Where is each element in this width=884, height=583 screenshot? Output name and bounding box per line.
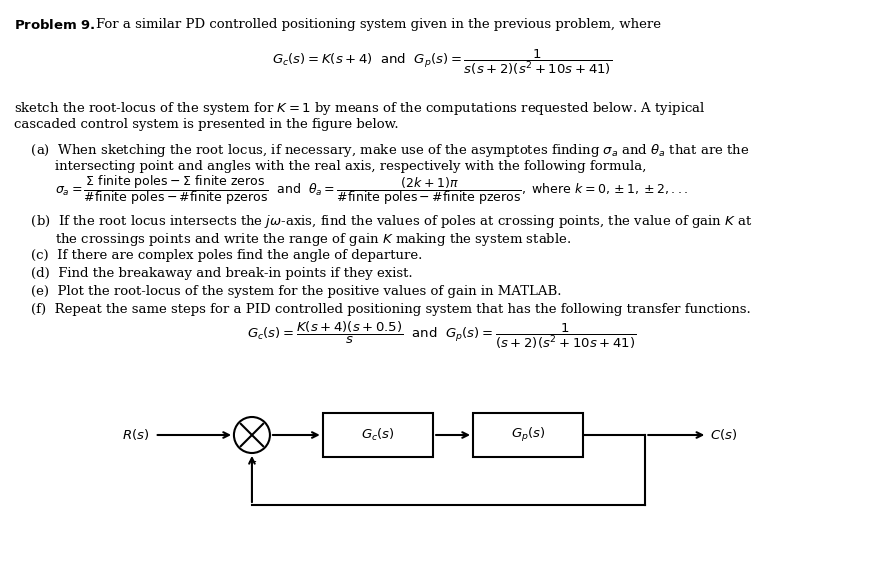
Text: $G_p(s)$: $G_p(s)$ [511,426,545,444]
Text: $-$: $-$ [247,455,257,465]
Text: $G_c(s) = K(s + 4)\ \ \mathrm{and}\ \ G_p(s) = \dfrac{1}{s(s+2)(s^2+10s+41)}$: $G_c(s) = K(s + 4)\ \ \mathrm{and}\ \ G_… [272,48,612,78]
Text: (e)  Plot the root-locus of the system for the positive values of gain in MATLAB: (e) Plot the root-locus of the system fo… [14,285,561,298]
Text: (d)  Find the breakaway and break-in points if they exist.: (d) Find the breakaway and break-in poin… [14,267,413,280]
Text: $R(s)$: $R(s)$ [122,427,149,442]
Text: (b)  If the root locus intersects the $j\omega$-axis, find the values of poles a: (b) If the root locus intersects the $j\… [14,213,752,230]
Text: cascaded control system is presented in the figure below.: cascaded control system is presented in … [14,118,399,131]
Text: intersecting point and angles with the real axis, respectively with the followin: intersecting point and angles with the r… [55,160,646,173]
Text: (c)  If there are complex poles find the angle of departure.: (c) If there are complex poles find the … [14,249,423,262]
Text: $G_c(s)$: $G_c(s)$ [361,427,395,443]
Text: $C(s)$: $C(s)$ [710,427,737,442]
Text: (a)  When sketching the root locus, if necessary, make use of the asymptotes fin: (a) When sketching the root locus, if ne… [14,142,750,159]
Text: the crossings points and write the range of gain $K$ making the system stable.: the crossings points and write the range… [55,231,572,248]
Text: sketch the root-locus of the system for $K = 1$ by means of the computations req: sketch the root-locus of the system for … [14,100,705,117]
Bar [323,413,433,457]
Text: $\mathbf{Problem\ 9.}$: $\mathbf{Problem\ 9.}$ [14,18,95,32]
Text: (f)  Repeat the same steps for a PID controlled positioning system that has the : (f) Repeat the same steps for a PID cont… [14,303,751,316]
Text: $G_c(s) = \dfrac{K(s+4)(s+0.5)}{s}\ \ \mathrm{and}\ \ G_p(s) = \dfrac{1}{(s+2)(s: $G_c(s) = \dfrac{K(s+4)(s+0.5)}{s}\ \ \m… [248,320,636,352]
Text: $\sigma_a = \dfrac{\Sigma\ \mathrm{finite\ poles}-\Sigma\ \mathrm{finite\ zeros}: $\sigma_a = \dfrac{\Sigma\ \mathrm{finit… [55,173,689,207]
Bar [473,413,583,457]
Text: For a similar PD controlled positioning system given in the previous problem, wh: For a similar PD controlled positioning … [96,18,661,31]
